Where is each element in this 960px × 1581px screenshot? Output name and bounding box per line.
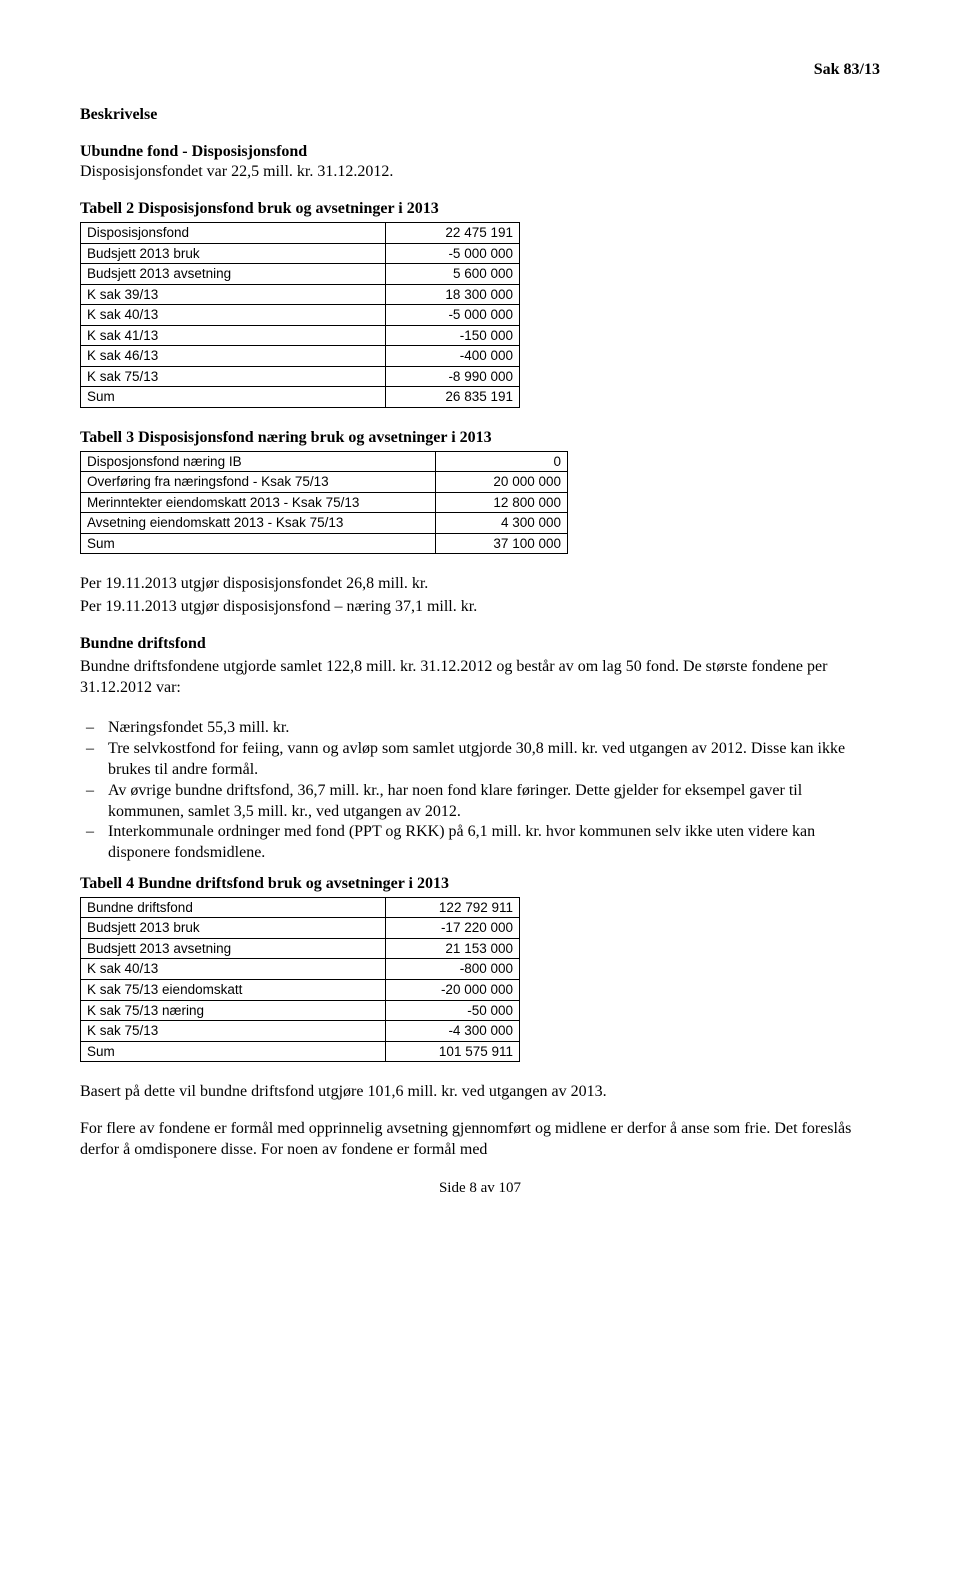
table3-row-label: Merinntekter eiendomskatt 2013 - Ksak 75… [81,492,436,513]
list-item: Interkommunale ordninger med fond (PPT o… [80,822,880,864]
table4-row-label: K sak 75/13 eiendomskatt [81,979,386,1000]
table2-row-label: Budsjett 2013 avsetning [81,264,386,285]
table3-row-value: 4 300 000 [436,513,568,534]
table3-row-label: Sum [81,533,436,554]
table2-row-value: 5 600 000 [386,264,520,285]
table4-row-value: -4 300 000 [386,1021,520,1042]
text-ubundne: Disposisjonsfondet var 22,5 mill. kr. 31… [80,162,880,183]
per-line-1: Per 19.11.2013 utgjør disposisjonsfondet… [80,574,880,595]
list-item: Av øvrige bundne driftsfond, 36,7 mill. … [80,781,880,823]
table2-row-label: K sak 75/13 [81,366,386,387]
table4-row-value: 122 792 911 [386,897,520,918]
table4-row-label: Bundne driftsfond [81,897,386,918]
table2: Disposisjonsfond22 475 191 Budsjett 2013… [80,222,520,408]
page-footer: Side 8 av 107 [80,1179,880,1199]
table4-row-label: K sak 75/13 [81,1021,386,1042]
table3-row-label: Avsetning eiendomskatt 2013 - Ksak 75/13 [81,513,436,534]
table2-row-label: K sak 46/13 [81,346,386,367]
heading-ubundne: Ubundne fond - Disposisjonsfond [80,142,880,163]
table2-caption: Tabell 2 Disposisjonsfond bruk og avsetn… [80,199,880,220]
table4-row-value: 101 575 911 [386,1041,520,1062]
table4-row-value: -17 220 000 [386,918,520,939]
closing-para1: Basert på dette vil bundne driftsfond ut… [80,1082,880,1103]
closing-para2: For flere av fondene er formål med oppri… [80,1119,880,1161]
table4-caption: Tabell 4 Bundne driftsfond bruk og avset… [80,874,880,895]
table2-row-value: -8 990 000 [386,366,520,387]
heading-beskrivelse: Beskrivelse [80,105,880,126]
table4-row-value: -50 000 [386,1000,520,1021]
list-item: Tre selvkostfond for feiing, vann og avl… [80,739,880,781]
table2-row-value: -150 000 [386,325,520,346]
table4-row-value: 21 153 000 [386,938,520,959]
per-line-2: Per 19.11.2013 utgjør disposisjonsfond –… [80,597,880,618]
table2-row-value: 26 835 191 [386,387,520,408]
table2-row-value: -5 000 000 [386,243,520,264]
table4-row-label: K sak 75/13 næring [81,1000,386,1021]
table3-row-label: Overføring fra næringsfond - Ksak 75/13 [81,472,436,493]
table4-row-label: Budsjett 2013 bruk [81,918,386,939]
table3-row-label: Disposjonsfond næring IB [81,451,436,472]
table2-row-label: K sak 39/13 [81,284,386,305]
table2-row-label: K sak 40/13 [81,305,386,326]
table3-row-value: 0 [436,451,568,472]
table2-row-value: -5 000 000 [386,305,520,326]
table4-row-value: -20 000 000 [386,979,520,1000]
bundne-para1: Bundne driftsfondene utgjorde samlet 122… [80,657,880,699]
table2-row-value: -400 000 [386,346,520,367]
heading-bundne: Bundne driftsfond [80,634,880,655]
table2-row-label: Sum [81,387,386,408]
table3-row-value: 37 100 000 [436,533,568,554]
table3-caption: Tabell 3 Disposisjonsfond næring bruk og… [80,428,880,449]
table2-row-label: Disposisjonsfond [81,222,386,243]
table2-row-value: 18 300 000 [386,284,520,305]
page-header-sak: Sak 83/13 [80,60,880,81]
table3-row-value: 20 000 000 [436,472,568,493]
list-item: Næringsfondet 55,3 mill. kr. [80,718,880,739]
table3-row-value: 12 800 000 [436,492,568,513]
table2-row-value: 22 475 191 [386,222,520,243]
table4-row-value: -800 000 [386,959,520,980]
table2-row-label: K sak 41/13 [81,325,386,346]
table4-row-label: K sak 40/13 [81,959,386,980]
table4: Bundne driftsfond122 792 911 Budsjett 20… [80,897,520,1062]
table2-row-label: Budsjett 2013 bruk [81,243,386,264]
bundne-bullet-list: Næringsfondet 55,3 mill. kr. Tre selvkos… [80,718,880,864]
table4-row-label: Budsjett 2013 avsetning [81,938,386,959]
table4-row-label: Sum [81,1041,386,1062]
table3: Disposjonsfond næring IB0 Overføring fra… [80,451,568,555]
